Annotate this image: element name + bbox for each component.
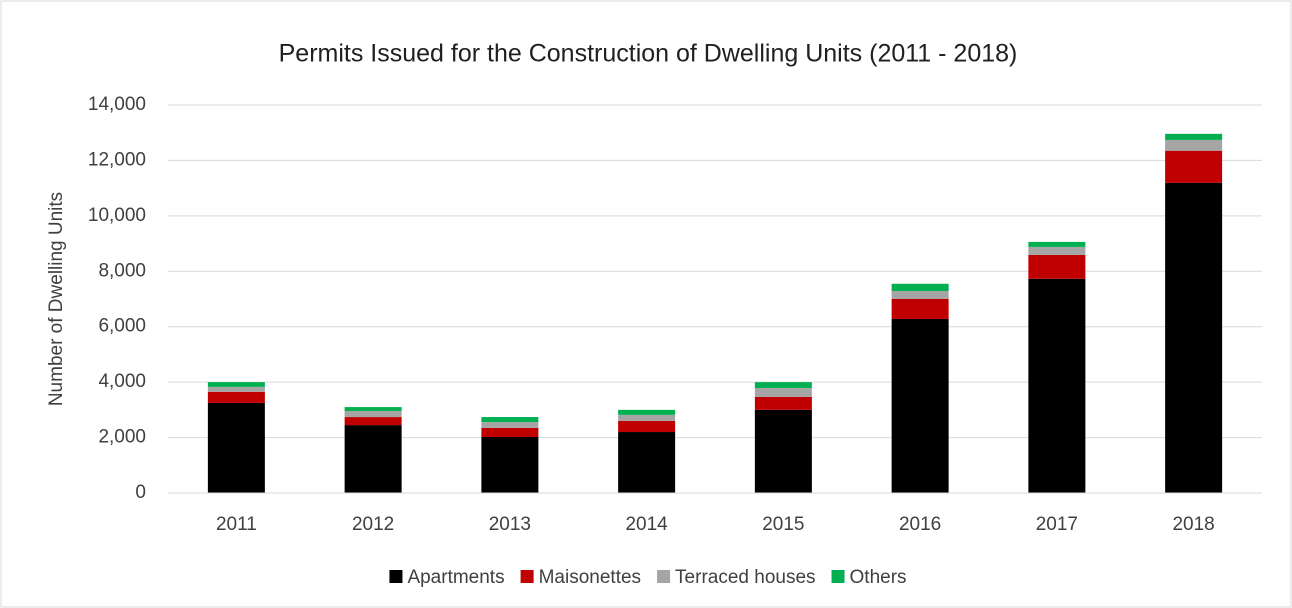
bar-segment <box>754 396 812 410</box>
bar-segment <box>481 427 539 438</box>
bar-segment <box>1028 254 1086 279</box>
y-tick-label: 14,000 <box>88 94 146 115</box>
bar-segment <box>1028 241 1086 247</box>
bar-segment <box>207 386 265 392</box>
legend-label: Others <box>850 567 907 588</box>
bar-segment <box>1165 133 1223 140</box>
bar-segment <box>754 382 812 388</box>
bar-segment <box>891 283 949 291</box>
legend-swatch <box>657 570 671 583</box>
bar-segment <box>754 409 812 493</box>
legend-swatch <box>389 570 403 583</box>
legend-label: Maisonettes <box>539 567 641 588</box>
bar-segment <box>618 414 676 421</box>
legend-swatch <box>831 570 845 583</box>
bar-segment <box>481 422 539 428</box>
bar-segment <box>207 391 265 403</box>
x-tick-label: 2018 <box>1172 514 1214 535</box>
x-tick-label: 2011 <box>216 514 257 535</box>
x-tick-label: 2014 <box>625 514 668 535</box>
bar-segment <box>481 437 539 493</box>
y-tick-label: 2,000 <box>98 427 146 448</box>
bar-segment <box>891 299 949 319</box>
y-tick-label: 10,000 <box>88 205 146 226</box>
x-tick-label: 2015 <box>762 514 804 535</box>
bar-segment <box>891 290 949 299</box>
x-tick-label: 2016 <box>899 514 941 535</box>
x-tick-label: 2013 <box>489 514 531 535</box>
y-tick-label: 6,000 <box>98 316 146 337</box>
bar-segment <box>1165 182 1223 493</box>
bar-segment <box>618 409 676 415</box>
bar-segment <box>1165 139 1223 151</box>
y-tick-label: 4,000 <box>98 371 146 392</box>
bar-segment <box>1165 150 1223 183</box>
x-tick-label: 2017 <box>1036 514 1078 535</box>
bar-segment <box>344 417 402 426</box>
bar-segment <box>618 420 676 433</box>
bar-segment <box>207 382 265 387</box>
bar-segment <box>344 425 402 493</box>
bar-segment <box>344 410 402 418</box>
bar-segment <box>1028 246 1086 255</box>
x-tick-label: 2012 <box>352 514 394 535</box>
legend-label: Terraced houses <box>675 567 815 588</box>
chart-title: Permits Issued for the Construction of D… <box>279 40 1018 68</box>
y-tick-label: 8,000 <box>98 260 146 281</box>
y-tick-label: 12,000 <box>88 149 146 170</box>
bar-segment <box>1028 278 1086 493</box>
bar-segment <box>754 387 812 397</box>
bar-segment <box>207 402 265 493</box>
bar-segment <box>344 407 402 411</box>
legend-swatch <box>520 570 534 583</box>
bar-segment <box>481 417 539 423</box>
y-axis-label: Number of Dwelling Units <box>46 192 67 406</box>
bar-segment <box>618 432 676 493</box>
bar-segment <box>891 318 949 493</box>
y-tick-label: 0 <box>135 482 146 503</box>
legend-label: Apartments <box>407 567 504 588</box>
